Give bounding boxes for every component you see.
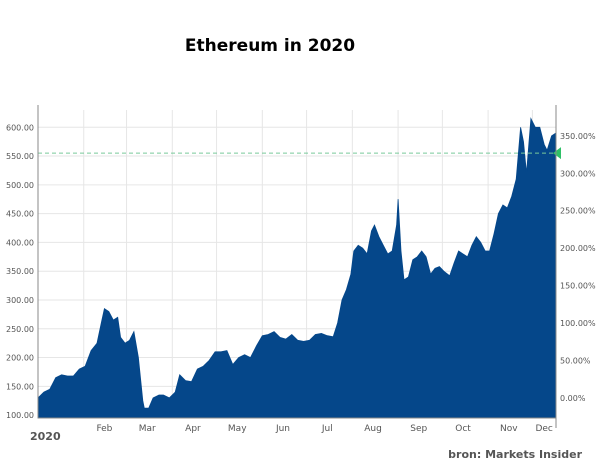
- y-tick-label: 200.00: [6, 354, 34, 363]
- x-tick-label: May: [228, 424, 247, 434]
- y-tick-label: 100.00: [6, 411, 34, 420]
- y-tick-label: 350.00: [6, 267, 34, 276]
- y-tick-label: 150.00: [6, 382, 34, 391]
- y-tick-label: 300.00: [6, 296, 34, 305]
- year-label: 2020: [30, 430, 61, 443]
- y2-tick-label: 100.00%: [560, 319, 596, 328]
- y-tick-label: 250.00: [6, 325, 34, 334]
- x-tick-label: Feb: [96, 424, 112, 434]
- x-tick-label: Oct: [455, 424, 471, 434]
- left-axis: 100.00 150.00 200.00 250.00 300.00 350.00 400.…: [6, 123, 34, 420]
- x-tick-label: Jul: [321, 424, 333, 434]
- y-tick-label: 550.00: [6, 152, 34, 161]
- y2-tick-label: 150.00%: [560, 282, 596, 291]
- y-tick-label: 400.00: [6, 238, 34, 247]
- y2-tick-label: 350.00%: [560, 132, 596, 141]
- chart-title: Ethereum in 2020: [184, 36, 356, 56]
- y2-tick-label: 300.00%: [560, 169, 596, 178]
- y-tick-label: 450.00: [6, 210, 34, 219]
- price-area-path: [37, 117, 557, 419]
- x-tick-label: Jun: [275, 424, 290, 434]
- x-axis: Feb Mar Apr May Jun Jul Aug Sep Oct Nov Dec: [96, 424, 553, 434]
- source-credit: bron: Markets Insider: [448, 448, 582, 461]
- x-tick-label: Mar: [139, 424, 156, 434]
- y2-tick-label: 50.00%: [560, 356, 591, 365]
- x-tick-label: Sep: [410, 424, 427, 434]
- axes: [37, 105, 557, 428]
- y-tick-label: 500.00: [6, 181, 34, 190]
- y-tick-label: 600.00: [6, 123, 34, 132]
- current-value-marker: [553, 147, 561, 160]
- right-axis: 0.00% 50.00% 100.00% 150.00% 200.00% 250.00% 3…: [560, 132, 596, 403]
- y2-tick-label: 0.00%: [560, 394, 586, 403]
- y2-tick-label: 250.00%: [560, 207, 596, 216]
- x-tick-label: Aug: [364, 424, 382, 434]
- y2-tick-label: 200.00%: [560, 244, 596, 253]
- price-area: [37, 117, 557, 419]
- x-tick-label: Dec: [535, 424, 552, 434]
- x-tick-label: Nov: [500, 424, 518, 434]
- x-tick-label: Apr: [185, 424, 201, 434]
- reference-line: [38, 147, 561, 160]
